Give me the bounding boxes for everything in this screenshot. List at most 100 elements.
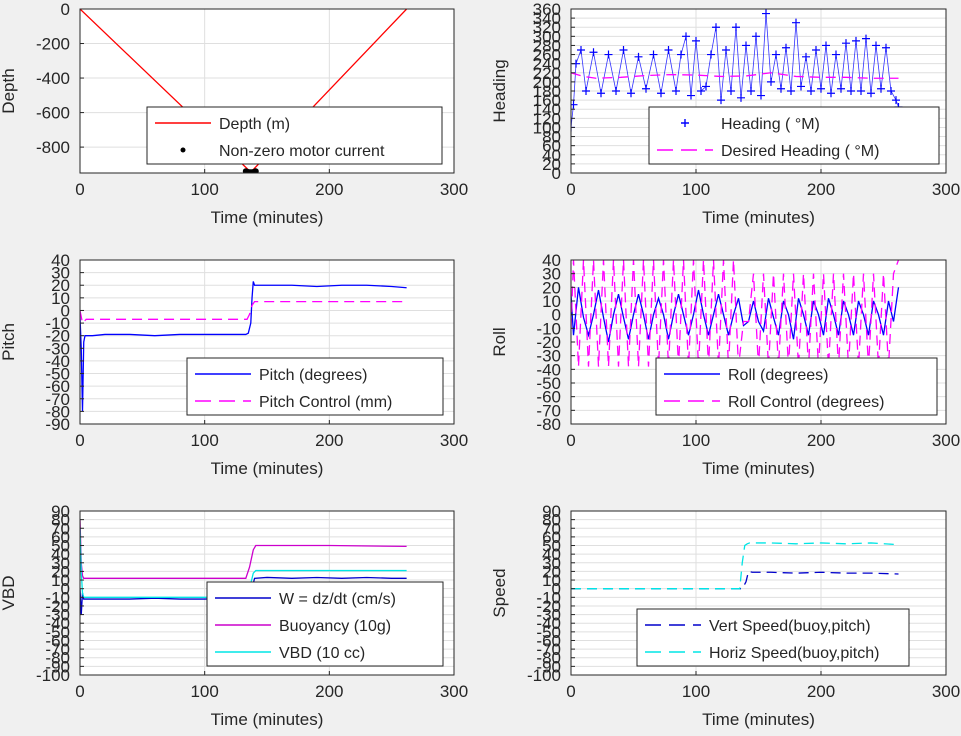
y-tick-label: -100 xyxy=(36,666,70,685)
y-tick-label: 200 xyxy=(533,73,561,92)
y-tick-label: 40 xyxy=(51,251,70,270)
y-tick-label: 40 xyxy=(542,251,561,270)
y-tick-label: -60 xyxy=(45,631,70,650)
y-tick-label: 180 xyxy=(533,82,561,101)
x-tick-label: 200 xyxy=(807,180,835,199)
legend-label: Depth (m) xyxy=(219,116,290,133)
series-pitch-degrees xyxy=(80,281,407,412)
series-layer xyxy=(80,281,407,412)
legend-label: Non-zero motor current xyxy=(219,143,385,160)
legend-box xyxy=(648,106,940,165)
legend: W = dz/dt (cm/s) Buoyancy (10g) VBD (10 cc… xyxy=(206,581,444,667)
y-tick-label: 10 xyxy=(51,289,70,308)
y-tick-label: -60 xyxy=(45,377,70,396)
y-tick-label: -30 xyxy=(536,347,561,366)
series-layer xyxy=(571,9,903,132)
y-tick-label: -80 xyxy=(45,402,70,421)
x-tick-label: 100 xyxy=(682,431,710,450)
x-tick-label: 0 xyxy=(75,431,84,450)
x-axis-label: Time (minutes) xyxy=(702,710,815,729)
x-tick-label: 0 xyxy=(566,431,575,450)
x-tick-label: 0 xyxy=(566,682,575,701)
series-layer xyxy=(80,9,408,173)
y-tick-label: 220 xyxy=(533,64,561,83)
series-non-zero-motor-current xyxy=(242,168,259,173)
y-tick-label: 30 xyxy=(51,554,70,573)
y-tick-label: 20 xyxy=(51,562,70,581)
legend: Roll (degrees) Roll Control (degrees) xyxy=(655,357,938,416)
x-tick-label: 300 xyxy=(440,682,468,701)
y-tick-label: 20 xyxy=(542,562,561,581)
series-layer xyxy=(571,260,900,367)
legend-label: W = dz/dt (cm/s) xyxy=(279,591,396,608)
y-tick-label: -60 xyxy=(536,388,561,407)
y-tick-label: -50 xyxy=(45,623,70,642)
series-desired-heading-m xyxy=(571,72,899,79)
x-axis-label: Time (minutes) xyxy=(211,208,324,227)
series-pitch-control-mm xyxy=(80,300,407,325)
x-axis-label: Time (minutes) xyxy=(702,459,815,478)
x-tick-label: 300 xyxy=(440,431,468,450)
series-vbd-10-cc xyxy=(80,528,407,598)
chart-panel-1: 0 100 200 300 0 -200 -400 -600 -800 Time (minutes… xyxy=(0,0,468,227)
y-tick-label: 60 xyxy=(542,528,561,547)
data-trace xyxy=(571,13,899,128)
axes-frame xyxy=(79,259,455,425)
x-tick-label: 200 xyxy=(807,682,835,701)
axes-frame xyxy=(79,8,455,174)
y-tick-label: 100 xyxy=(533,118,561,137)
y-tick-label: 320 xyxy=(533,18,561,37)
y-tick-label: 70 xyxy=(542,519,561,538)
legend-label: Heading ( °M) xyxy=(721,116,820,133)
y-tick-label: 340 xyxy=(533,9,561,28)
y-tick-label: 300 xyxy=(533,27,561,46)
y-tick-label: -10 xyxy=(536,319,561,338)
legend: Depth (m) Non-zero motor current xyxy=(146,106,443,165)
y-tick-label: -70 xyxy=(45,640,70,659)
y-tick-label: 120 xyxy=(533,109,561,128)
chart-panel-5: 0 100 200 3009080706050403020100-10-20-30-4… xyxy=(0,502,468,729)
y-tick-label: -70 xyxy=(45,390,70,409)
legend-label: Pitch Control (mm) xyxy=(259,394,392,411)
legend-marker xyxy=(681,119,689,127)
y-tick-label: 90 xyxy=(542,502,561,521)
y-tick-label: 90 xyxy=(51,502,70,521)
y-tick-label: 40 xyxy=(542,146,561,165)
series-roll-degrees xyxy=(571,287,900,343)
legend: Pitch (degrees) Pitch Control (mm) xyxy=(186,357,444,416)
y-tick-label: 10 xyxy=(51,571,70,590)
y-tick-label: 260 xyxy=(533,46,561,65)
x-axis-label: Time (minutes) xyxy=(702,208,815,227)
chart-panel-3: 0 100 200 300403020100-10-20-30-40-50-60-70… xyxy=(0,251,468,478)
x-tick-label: 200 xyxy=(315,431,343,450)
y-tick-label: 80 xyxy=(51,511,70,530)
y-tick-label: 50 xyxy=(51,537,70,556)
y-tick-label: -200 xyxy=(36,35,70,54)
y-tick-label: 0 xyxy=(61,0,70,19)
x-tick-label: 100 xyxy=(682,682,710,701)
legend-box xyxy=(655,357,938,416)
y-tick-label: -80 xyxy=(45,649,70,668)
y-tick-label: -20 xyxy=(45,327,70,346)
y-tick-label: 160 xyxy=(533,91,561,110)
x-tick-label: 200 xyxy=(315,180,343,199)
y-tick-label: -80 xyxy=(536,415,561,434)
y-axis-label: Speed xyxy=(490,568,509,617)
legend-label: Roll Control (degrees) xyxy=(728,394,885,411)
y-tick-label: -30 xyxy=(45,339,70,358)
y-tick-label: 240 xyxy=(533,55,561,74)
legend-label: Desired Heading ( °M) xyxy=(721,143,879,160)
y-tick-label: -20 xyxy=(45,597,70,616)
series-layer xyxy=(571,542,899,590)
y-tick-label: -30 xyxy=(536,606,561,625)
series-buoyancy-10g xyxy=(80,519,407,579)
y-tick-label: -50 xyxy=(45,365,70,384)
y-tick-label: 80 xyxy=(542,128,561,147)
y-tick-label: 0 xyxy=(552,164,561,183)
y-axis-label: Depth xyxy=(0,68,18,113)
chart-panel-4: 0 100 200 300403020100-10-20-30-40-50-60-70… xyxy=(490,251,960,478)
chart-panel-6: 0 100 200 3009080706050403020100-10-20-30-4… xyxy=(490,502,960,729)
y-tick-label: 20 xyxy=(51,276,70,295)
legend-label: Buoyancy (10g) xyxy=(279,618,391,635)
